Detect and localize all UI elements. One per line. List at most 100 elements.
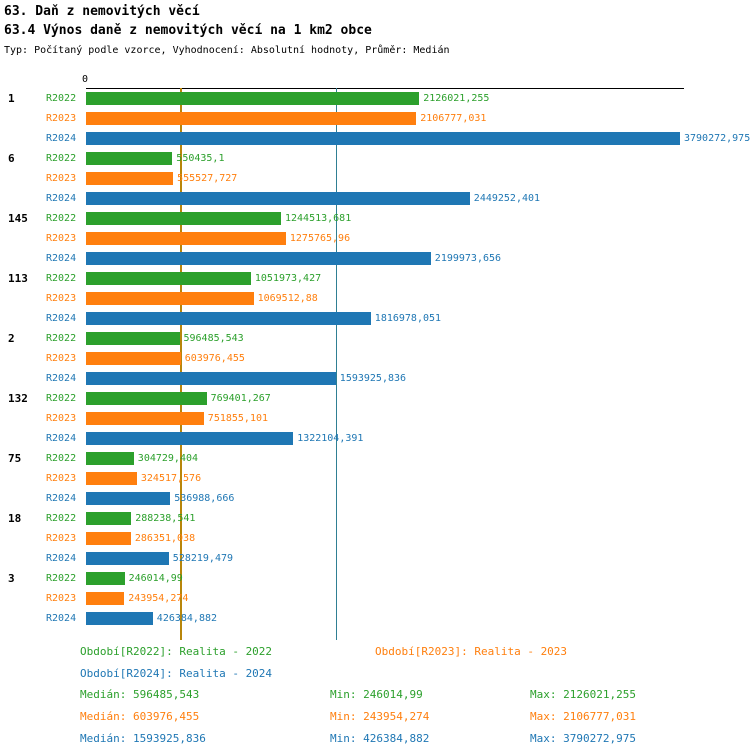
bar-series-label: R2023: [46, 173, 77, 184]
bar-value-label: 2449252,401: [473, 193, 541, 204]
bar-value-label: 426384,882: [156, 613, 218, 624]
bar-row: R2023 555527,727: [0, 169, 750, 189]
chart-meta: Typ: Počítaný podle vzorce, Vyhodnocení:…: [4, 45, 450, 56]
report-title: 63. Daň z nemovitých věcí: [4, 4, 200, 19]
bar-series-label: R2022: [46, 453, 77, 464]
bar-2-r2024: [86, 372, 336, 385]
bar-75-r2024: [86, 492, 171, 505]
bar-3-r2022: [86, 572, 125, 585]
bar-2-r2022: [86, 332, 180, 345]
bar-group-label: 6: [8, 152, 15, 165]
bar-6-r2023: [86, 172, 174, 185]
bar-3-r2024: [86, 612, 153, 625]
legend-item-r2022: Období[R2022]: Realita - 2022: [80, 645, 273, 658]
summary-stats: Medián: 596485,543 Min: 246014,99 Max: 2…: [0, 688, 750, 750]
bar-row: 113 R2022 1051973,427: [0, 269, 750, 289]
stat-min-r2024: Min: 426384,882: [330, 732, 430, 745]
bar-1-r2023: [86, 112, 417, 125]
bar-group-label: 2: [8, 332, 15, 345]
bar-132-r2023: [86, 412, 204, 425]
bar-2-r2023: [86, 352, 181, 365]
stat-max-r2022: Max: 2126021,255: [530, 688, 636, 701]
bar-value-label: 2106777,031: [420, 113, 487, 124]
bar-value-label: 1275765,96: [289, 233, 351, 244]
bar-row: R2024 426384,882: [0, 609, 750, 629]
bar-series-label: R2024: [46, 253, 77, 264]
bar-series-label: R2024: [46, 313, 77, 324]
bar-group-label: 18: [8, 512, 22, 525]
bar-series-label: R2024: [46, 433, 77, 444]
median-line-r2024: [335, 88, 337, 640]
bar-series-label: R2023: [46, 593, 77, 604]
bar-series-label: R2024: [46, 553, 77, 564]
bar-value-label: 286351,038: [134, 533, 196, 544]
bar-3-r2023: [86, 592, 125, 605]
bar-row: R2023 324517,576: [0, 469, 750, 489]
bar-row: 3 R2022 246014,99: [0, 569, 750, 589]
bar-1-r2022: [86, 92, 420, 105]
bar-series-label: R2022: [46, 153, 77, 164]
bar-row: R2023 603976,455: [0, 349, 750, 369]
bar-series-label: R2022: [46, 93, 77, 104]
bar-series-label: R2023: [46, 353, 77, 364]
bar-series-label: R2023: [46, 293, 77, 304]
legend-item-r2023: Období[R2023]: Realita - 2023: [375, 645, 568, 658]
bar-value-label: 1244513,681: [285, 213, 352, 224]
bar-series-label: R2024: [46, 493, 77, 504]
bar-value-label: 1051973,427: [254, 273, 322, 284]
bar-group-label: 75: [8, 452, 22, 465]
bar-18-r2023: [86, 532, 131, 545]
bar-1-r2024: [86, 132, 680, 145]
bar-series-label: R2022: [46, 333, 77, 344]
legend: Období[R2022]: Realita - 2022 Období[R20…: [0, 645, 750, 687]
bar-row: 132 R2022 769401,267: [0, 389, 750, 409]
bar-row: R2024 1322104,391: [0, 429, 750, 449]
bar-series-label: R2022: [46, 273, 77, 284]
x-axis-zero-label: 0: [82, 74, 89, 85]
median-line-r2023: [180, 88, 182, 640]
bar-group-label: 113: [8, 272, 28, 285]
bar-row: 145 R2022 1244513,681: [0, 209, 750, 229]
bar-value-label: 246014,99: [128, 573, 183, 584]
stat-max-r2023: Max: 2106777,031: [530, 710, 636, 723]
bar-value-label: 550435,1: [176, 153, 225, 164]
chart-title: 63.4 Výnos daně z nemovitých věcí na 1 k…: [4, 23, 372, 38]
bar-row: 1 R2022 2126021,255: [0, 89, 750, 109]
stat-min-r2023: Min: 243954,274: [330, 710, 430, 723]
bar-row: R2024 3790272,975: [0, 129, 750, 149]
bar-rows: 1 R2022 2126021,255 R2023 2106777,031 R2024 37…: [0, 89, 750, 629]
bar-series-label: R2022: [46, 213, 77, 224]
bar-value-label: 1816978,051: [374, 313, 442, 324]
bar-series-label: R2022: [46, 513, 77, 524]
bar-series-label: R2024: [46, 133, 77, 144]
bar-series-label: R2023: [46, 113, 77, 124]
bar-series-label: R2022: [46, 393, 77, 404]
stat-max-r2024: Max: 3790272,975: [530, 732, 636, 745]
bar-series-label: R2023: [46, 533, 77, 544]
bar-145-r2022: [86, 212, 281, 225]
stat-median-r2024: Medián: 1593925,836: [80, 732, 206, 745]
bar-row: 2 R2022 596485,543: [0, 329, 750, 349]
bar-113-r2024: [86, 312, 371, 325]
bar-row: R2023 1275765,96: [0, 229, 750, 249]
bar-6-r2022: [86, 152, 173, 165]
bar-row: 6 R2022 550435,1: [0, 149, 750, 169]
bar-75-r2023: [86, 472, 137, 485]
bar-132-r2024: [86, 432, 294, 445]
bar-value-label: 2199973,656: [434, 253, 502, 264]
bar-group-label: 132: [8, 392, 28, 405]
bar-value-label: 596485,543: [183, 333, 244, 344]
bar-row: 75 R2022 304729,404: [0, 449, 750, 469]
bar-series-label: R2023: [46, 233, 77, 244]
bar-18-r2022: [86, 512, 132, 525]
bar-series-label: R2024: [46, 373, 77, 384]
bar-series-label: R2023: [46, 473, 77, 484]
stat-min-r2022: Min: 246014,99: [330, 688, 423, 701]
bar-row: R2024 1816978,051: [0, 309, 750, 329]
bar-group-label: 3: [8, 572, 15, 585]
bar-value-label: 288238,541: [135, 513, 196, 524]
bar-series-label: R2024: [46, 193, 77, 204]
bar-132-r2022: [86, 392, 207, 405]
bar-group-label: 145: [8, 212, 28, 225]
bar-group-label: 1: [8, 92, 15, 105]
